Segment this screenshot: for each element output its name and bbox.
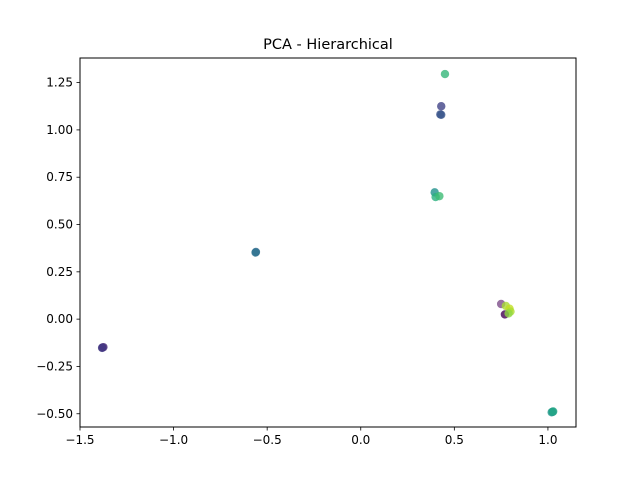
y-tick-label: 1.00 — [46, 123, 73, 137]
y-tick-label: 0.75 — [46, 170, 73, 184]
x-axis: −1.5 −1.0 −0.5 0.0 0.5 1.0 — [65, 427, 557, 447]
x-tick-label: −1.0 — [159, 433, 188, 447]
points-layer — [97, 69, 558, 417]
x-tick-label: −0.5 — [253, 433, 282, 447]
y-tick-label: −0.50 — [36, 407, 73, 421]
x-tick-label: 1.0 — [538, 433, 557, 447]
data-point — [251, 248, 260, 257]
plot-frame — [79, 57, 577, 428]
x-tick-label: 0.0 — [351, 433, 370, 447]
y-axis: −0.50 −0.25 0.00 0.25 0.50 0.75 1.00 1.25 — [36, 76, 80, 421]
y-tick-label: 0.50 — [46, 218, 73, 232]
data-point — [504, 309, 513, 318]
y-tick-label: 0.25 — [46, 265, 73, 279]
data-point — [437, 110, 446, 119]
x-tick-label: −1.5 — [65, 433, 94, 447]
y-tick-label: 0.00 — [46, 312, 73, 326]
data-point — [440, 69, 450, 79]
x-tick-label: 0.5 — [445, 433, 464, 447]
data-point — [437, 102, 446, 111]
data-point — [548, 407, 558, 416]
y-tick-label: 1.25 — [46, 76, 73, 90]
data-point — [435, 191, 444, 201]
chart-title: PCA - Hierarchical — [263, 37, 393, 53]
data-point — [97, 343, 107, 353]
y-tick-label: −0.25 — [36, 359, 73, 373]
